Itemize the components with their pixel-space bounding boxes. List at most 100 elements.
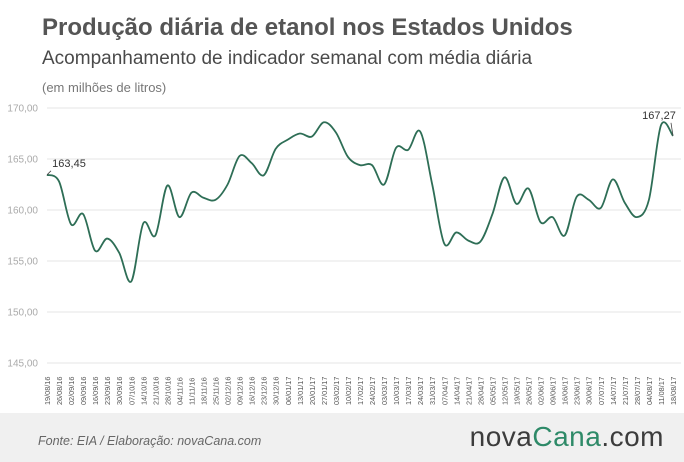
x-tick-label: 09/12/16: [236, 377, 245, 405]
x-tick-label: 02/12/16: [224, 377, 233, 405]
data-point: [118, 252, 120, 254]
x-tick-label: 23/12/16: [260, 377, 269, 405]
data-point: [527, 187, 529, 189]
x-tick-label: 18/08/17: [669, 377, 678, 405]
annotation-label: 163,45: [52, 158, 86, 170]
data-point: [563, 234, 565, 236]
x-tick-label: 27/01/17: [320, 377, 329, 405]
x-tick-label: 07/04/17: [440, 377, 449, 405]
x-tick-label: 16/12/16: [248, 377, 257, 405]
x-tick-label: 19/05/17: [513, 377, 522, 405]
annotation-leader: [670, 122, 674, 136]
data-point: [323, 121, 325, 123]
data-point: [202, 197, 204, 199]
series-layer: [46, 121, 674, 283]
x-tick-label: 04/08/17: [645, 377, 654, 405]
data-point: [58, 180, 60, 182]
x-axis-ticks: 19/08/16 26/08/16 02/09/16 09/09/16 16/09/16…: [43, 377, 678, 405]
x-tick-label: 14/10/16: [139, 377, 148, 405]
data-point: [214, 199, 216, 201]
x-tick-label: 24/02/17: [368, 377, 377, 405]
logo-text-nova: nova: [469, 421, 533, 452]
x-tick-label: 11/08/17: [657, 377, 666, 405]
x-tick-label: 26/05/17: [525, 377, 534, 405]
data-point: [431, 183, 433, 185]
data-point: [491, 213, 493, 215]
x-tick-label: 02/09/16: [67, 377, 76, 405]
annotation-leader: [46, 170, 52, 176]
data-point: [551, 216, 553, 218]
data-point: [660, 124, 662, 126]
data-point: [299, 132, 301, 134]
logo-text-com: .com: [601, 421, 664, 452]
x-tick-label: 21/07/17: [621, 377, 630, 405]
x-tick-label: 21/04/17: [464, 377, 473, 405]
x-tick-label: 03/02/17: [332, 377, 341, 405]
x-tick-label: 14/04/17: [452, 377, 461, 405]
unit-label: (em milhões de litros): [42, 80, 167, 95]
data-point: [467, 239, 469, 241]
x-tick-label: 10/03/17: [392, 377, 401, 405]
data-point: [443, 242, 445, 244]
x-tick-label: 23/06/17: [573, 377, 582, 405]
data-point: [371, 164, 373, 166]
x-tick-label: 10/02/17: [344, 377, 353, 405]
source-note: Fonte: EIA / Elaboração: novaCana.com: [38, 434, 262, 448]
data-point: [636, 216, 638, 218]
x-tick-label: 18/11/16: [200, 377, 209, 405]
data-point: [395, 147, 397, 149]
line-chart: 145,00 150,00 155,00 160,00 165,00 170,00 19/…: [7, 104, 681, 405]
data-point: [503, 176, 505, 178]
data-point: [166, 184, 168, 186]
x-tick-label: 09/09/16: [79, 377, 88, 405]
x-tick-label: 28/10/16: [163, 377, 172, 405]
x-tick-label: 30/09/16: [115, 377, 124, 405]
series-line-ethanol-production: [46, 121, 674, 283]
data-point: [407, 149, 409, 151]
x-tick-label: 30/06/17: [585, 377, 594, 405]
x-tick-label: 31/03/17: [428, 377, 437, 405]
data-point: [347, 156, 349, 158]
chart-title: Produção diária de etanol nos Estados Un…: [42, 14, 573, 41]
data-point: [624, 202, 626, 204]
data-point: [419, 130, 421, 132]
x-tick-label: 28/04/17: [476, 377, 485, 405]
x-tick-label: 09/06/17: [549, 377, 558, 405]
data-point: [178, 216, 180, 218]
data-point: [106, 237, 108, 239]
x-tick-label: 04/11/16: [175, 377, 184, 405]
x-tick-label: 20/01/17: [308, 377, 317, 405]
logo-text-cana: Cana: [532, 421, 602, 452]
y-tick-label: 165,00: [7, 155, 38, 166]
annotation-layer: 163,45 167,27: [46, 110, 676, 176]
x-tick-label: 06/01/17: [284, 377, 293, 405]
x-tick-label: 19/08/16: [43, 377, 52, 405]
data-point: [600, 207, 602, 209]
data-point: [154, 234, 156, 236]
x-tick-label: 30/12/16: [272, 377, 281, 405]
x-tick-label: 23/09/16: [103, 377, 112, 405]
data-point: [383, 183, 385, 185]
data-point: [287, 138, 289, 140]
x-tick-label: 16/06/17: [561, 377, 570, 405]
x-tick-label: 05/05/17: [488, 377, 497, 405]
data-point: [612, 178, 614, 180]
x-tick-label: 02/06/17: [537, 377, 546, 405]
data-point: [226, 183, 228, 185]
x-tick-label: 28/07/17: [633, 377, 642, 405]
x-tick-label: 16/09/16: [91, 377, 100, 405]
x-tick-label: 12/05/17: [500, 377, 509, 405]
x-tick-label: 14/07/17: [609, 377, 618, 405]
data-point: [648, 199, 650, 201]
x-tick-label: 24/03/17: [416, 377, 425, 405]
data-point: [455, 231, 457, 233]
chart-subtitle: Acompanhamento de indicador semanal com …: [42, 48, 533, 69]
x-tick-label: 26/08/16: [55, 377, 64, 405]
y-tick-label: 150,00: [7, 308, 38, 319]
x-tick-label: 11/11/16: [187, 378, 196, 405]
x-tick-label: 17/03/17: [404, 377, 413, 405]
data-point: [275, 148, 277, 150]
x-tick-label: 07/07/17: [597, 377, 606, 405]
data-point: [142, 222, 144, 224]
